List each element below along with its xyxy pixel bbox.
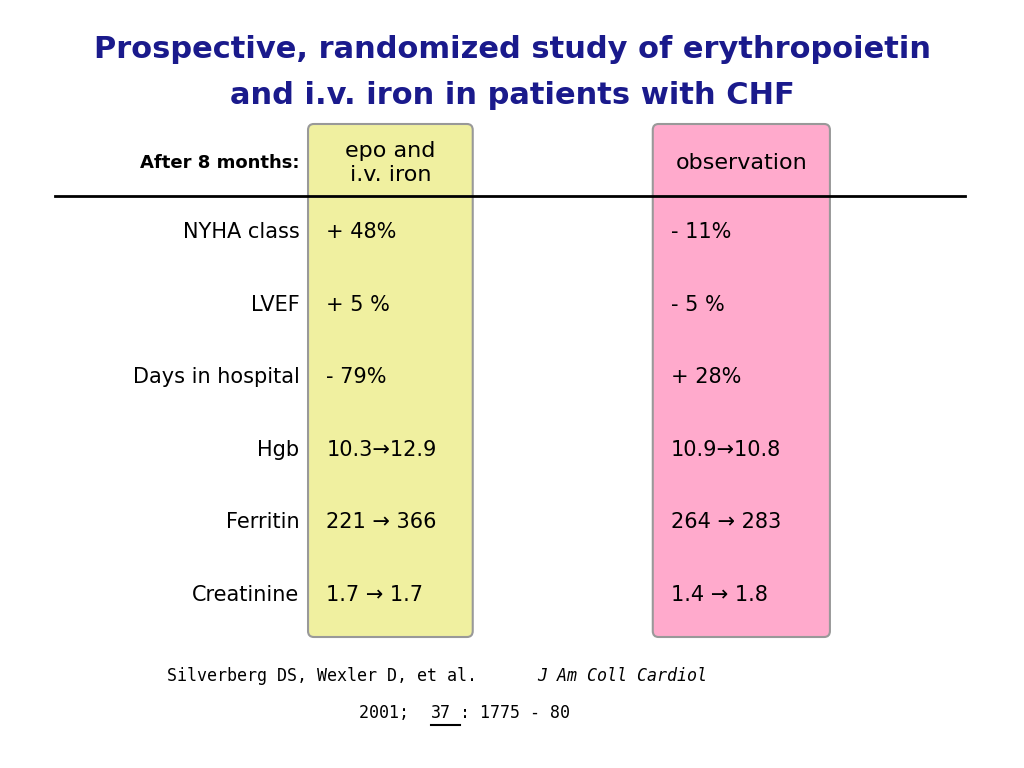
Text: Prospective, randomized study of erythropoietin: Prospective, randomized study of erythro… — [93, 35, 931, 65]
Text: J Am Coll Cardiol: J Am Coll Cardiol — [537, 667, 707, 685]
Text: Hgb: Hgb — [257, 440, 299, 460]
Text: 10.3→12.9: 10.3→12.9 — [327, 440, 436, 460]
Text: - 11%: - 11% — [671, 222, 731, 242]
Text: + 28%: + 28% — [671, 367, 741, 387]
Text: + 48%: + 48% — [327, 222, 396, 242]
Text: NYHA class: NYHA class — [182, 222, 299, 242]
Text: 2001;: 2001; — [358, 704, 419, 722]
FancyBboxPatch shape — [308, 124, 473, 637]
Text: 10.9→10.8: 10.9→10.8 — [671, 440, 781, 460]
Text: observation: observation — [676, 153, 808, 173]
Text: - 5 %: - 5 % — [671, 295, 725, 315]
Text: LVEF: LVEF — [251, 295, 299, 315]
Text: - 79%: - 79% — [327, 367, 387, 387]
Text: After 8 months:: After 8 months: — [140, 154, 299, 172]
Text: + 5 %: + 5 % — [327, 295, 390, 315]
Text: epo and
i.v. iron: epo and i.v. iron — [345, 141, 435, 185]
Text: 1.4 → 1.8: 1.4 → 1.8 — [671, 584, 768, 604]
Text: Creatinine: Creatinine — [193, 584, 299, 604]
Text: : 1775 - 80: : 1775 - 80 — [461, 704, 570, 722]
Text: Days in hospital: Days in hospital — [132, 367, 299, 387]
Text: 37: 37 — [431, 704, 451, 722]
Text: and i.v. iron in patients with CHF: and i.v. iron in patients with CHF — [229, 81, 795, 110]
Text: Silverberg DS, Wexler D, et al.: Silverberg DS, Wexler D, et al. — [167, 667, 487, 685]
Text: 221 → 366: 221 → 366 — [327, 512, 436, 532]
Text: Ferritin: Ferritin — [225, 512, 299, 532]
Text: 264 → 283: 264 → 283 — [671, 512, 781, 532]
FancyBboxPatch shape — [652, 124, 829, 637]
Text: 1.7 → 1.7: 1.7 → 1.7 — [327, 584, 423, 604]
